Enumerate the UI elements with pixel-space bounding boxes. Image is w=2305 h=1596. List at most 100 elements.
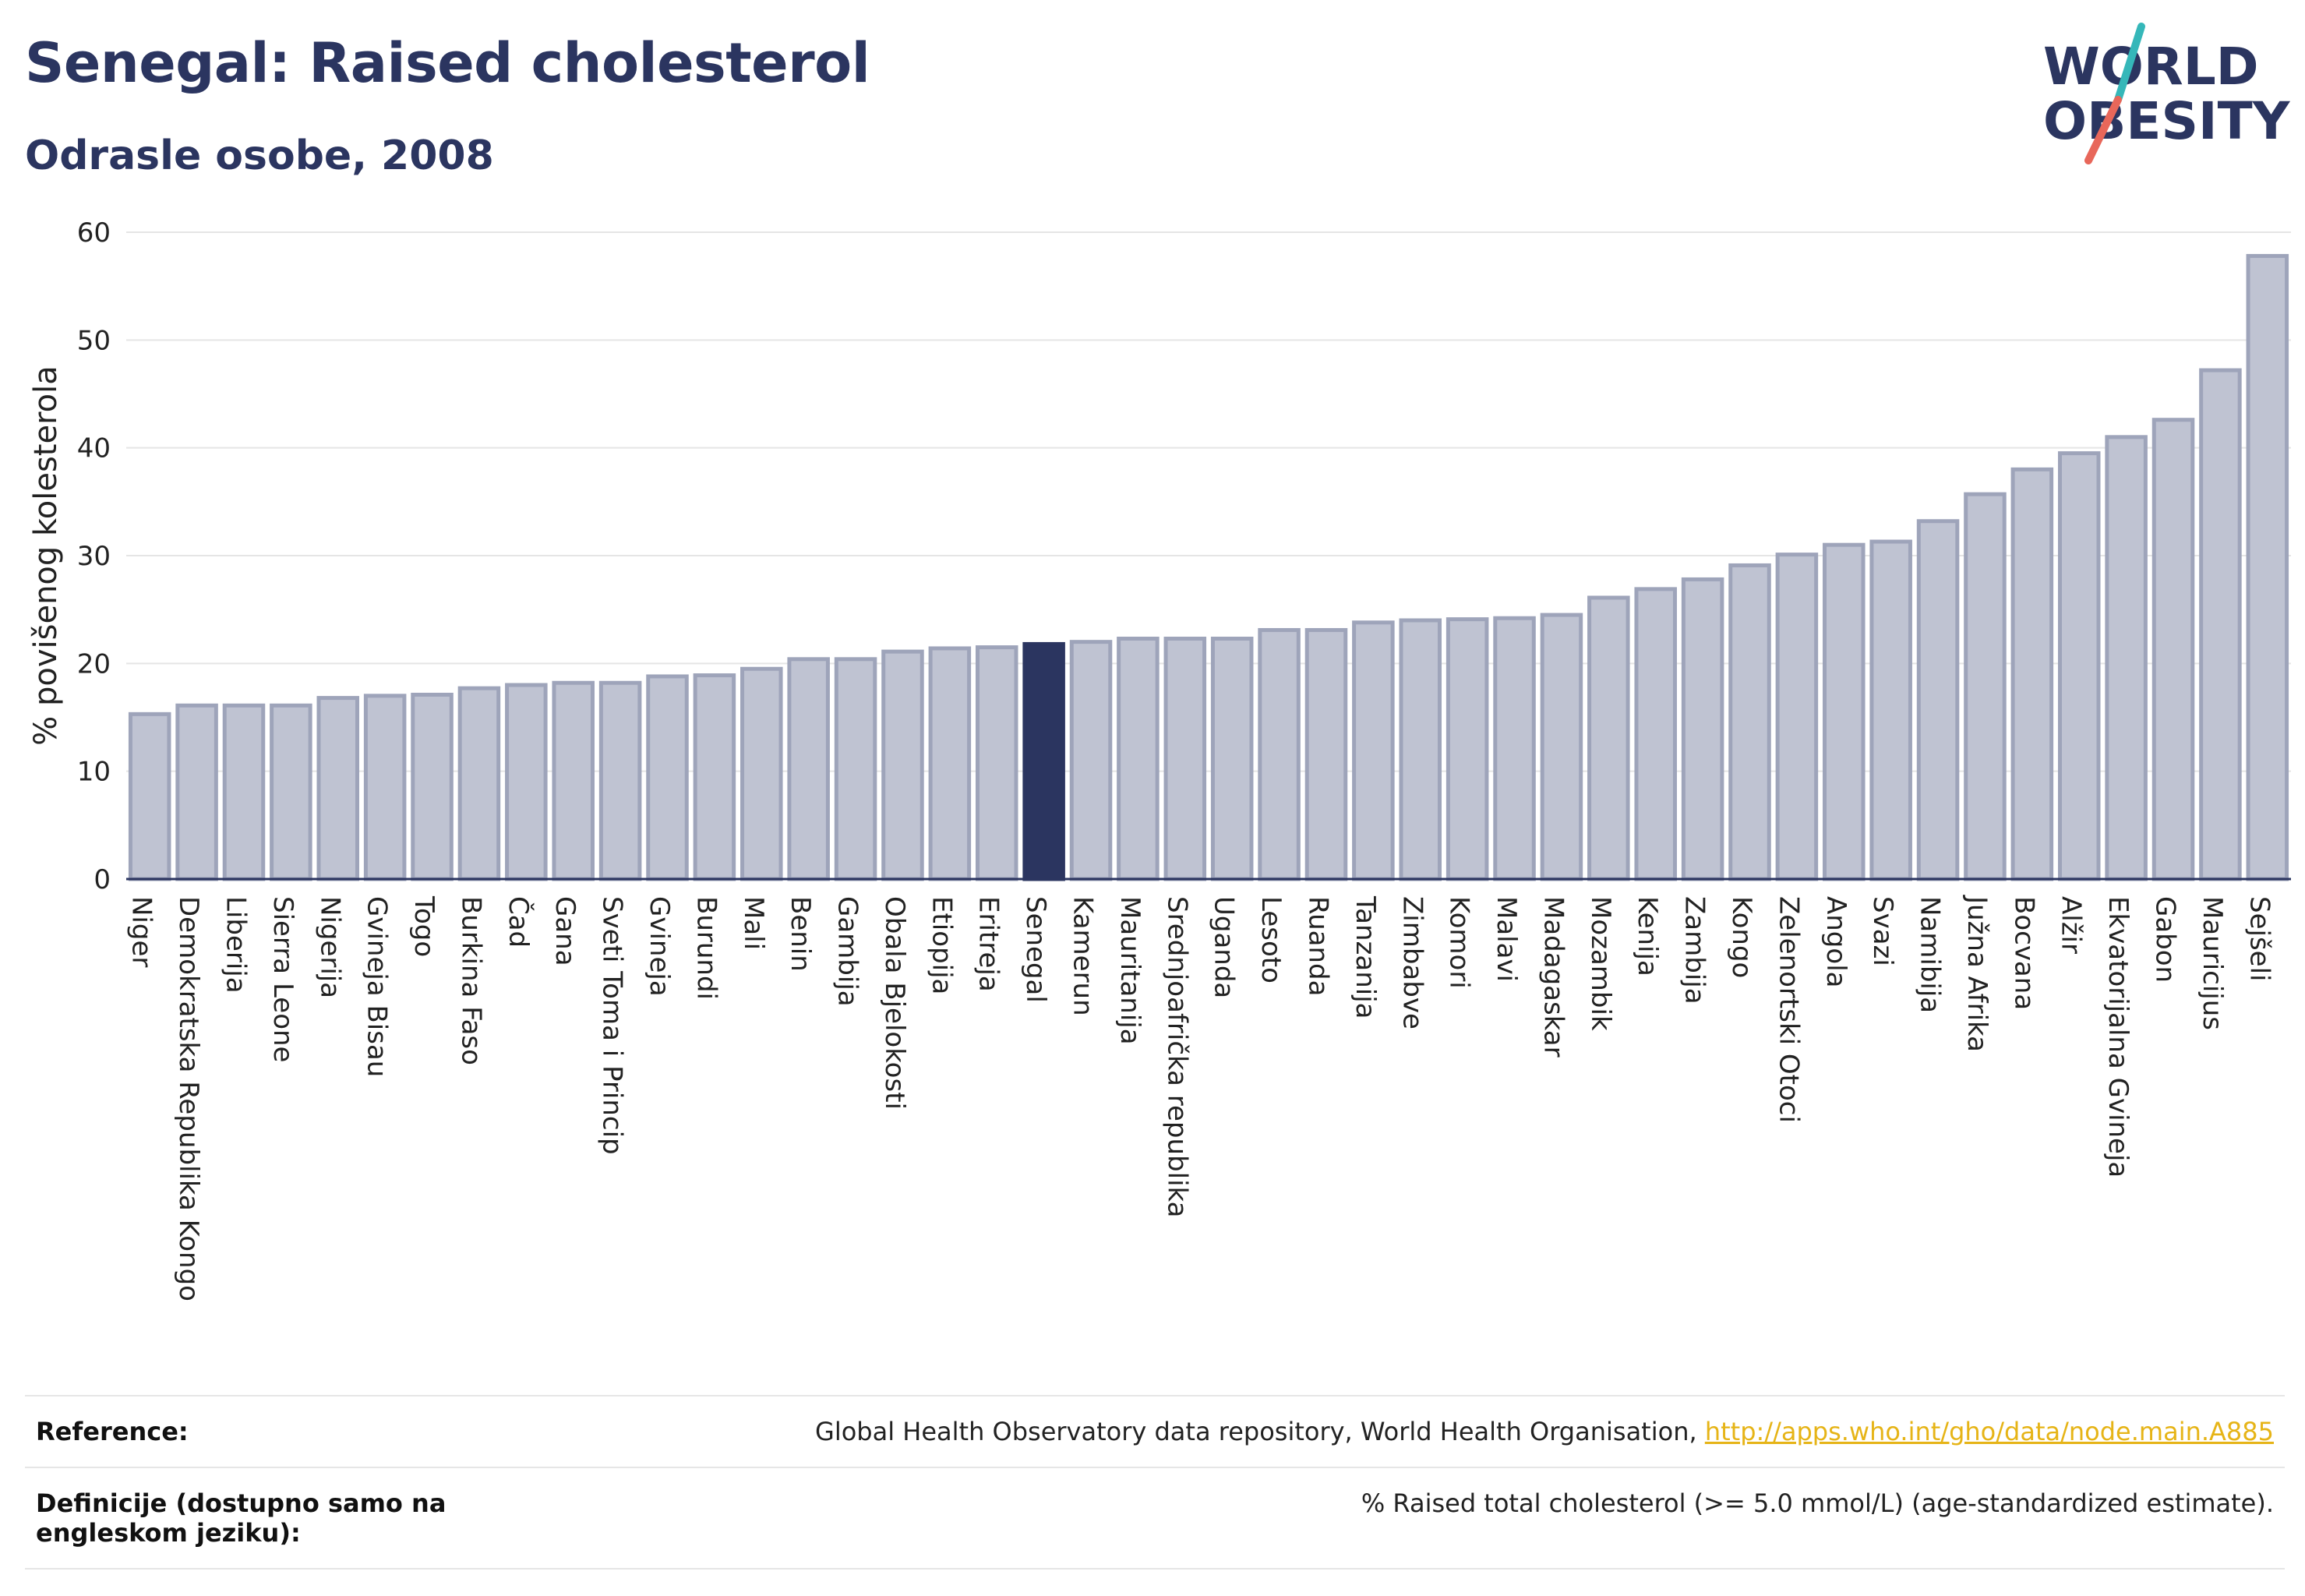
y-axis-title: % povišenog kolesterola xyxy=(28,365,64,745)
bar-burkina-faso xyxy=(457,686,501,881)
bar-mali xyxy=(740,666,783,881)
logo-slash-teal xyxy=(2114,23,2145,104)
bar-madagaskar xyxy=(1540,613,1583,881)
bars xyxy=(126,253,2291,881)
category-label: Uganda xyxy=(1209,896,1240,998)
category-label: Senegal xyxy=(1020,896,1051,1003)
bar-gvineja-bisau xyxy=(363,694,407,881)
category-label: Namibija xyxy=(1915,896,1946,1013)
bar-tanzanija xyxy=(1352,620,1395,881)
category-label: Zambija xyxy=(1679,896,1710,1005)
y-tick-label: 60 xyxy=(77,217,111,249)
bar-alžir xyxy=(2057,451,2101,881)
category-label: Sejšeli xyxy=(2243,896,2275,981)
reference-value: Global Health Observatory data repositor… xyxy=(608,1396,2285,1467)
definition-label: Definicije (dostupno samo na engleskom j… xyxy=(36,1488,447,1548)
category-label: Zimbabve xyxy=(1396,896,1428,1029)
bar-gabon xyxy=(2151,418,2195,881)
bar-namibija xyxy=(1916,519,1960,881)
category-label: Nigerija xyxy=(314,896,345,998)
bar-mozambik xyxy=(1587,595,1630,881)
category-label: Malavi xyxy=(1491,896,1522,982)
category-label: Mauritanija xyxy=(1114,896,1145,1045)
reference-text: Global Health Observatory data repositor… xyxy=(815,1417,1705,1446)
bar-sierra-leone xyxy=(270,703,312,881)
footer-table: Reference: Global Health Observatory dat… xyxy=(25,1395,2285,1570)
logo-slash-coral xyxy=(2084,96,2122,164)
chart-subtitle: Odrasle osobe, 2008 xyxy=(25,132,494,179)
category-label: Mali xyxy=(738,896,769,950)
bar-eritreja xyxy=(975,645,1018,881)
reference-link[interactable]: http://apps.who.int/gho/data/node.main.A… xyxy=(1704,1417,2274,1446)
category-label: Liberija xyxy=(220,896,251,994)
bar-čad xyxy=(505,683,548,881)
bar-ruanda xyxy=(1304,627,1348,881)
category-label: Lesoto xyxy=(1255,896,1287,983)
category-label: Sveti Toma i Princip xyxy=(597,896,628,1155)
category-label: Niger xyxy=(126,896,157,967)
category-label: Sierra Leone xyxy=(267,896,298,1062)
category-label: Srednjoafrička republika xyxy=(1161,896,1192,1217)
category-label: Gabon xyxy=(2150,896,2181,983)
category-label: Gambija xyxy=(832,896,863,1007)
bar-komori xyxy=(1445,617,1489,881)
logo-text-obesity: OBESITY xyxy=(2043,91,2291,151)
bar-kenija xyxy=(1634,587,1677,881)
category-label: Etiopija xyxy=(926,896,957,994)
bar-sejšeli xyxy=(2246,253,2289,881)
category-label: Burundi xyxy=(690,896,722,1000)
bar-mauricijus xyxy=(2199,368,2242,881)
bar-bocvana xyxy=(2010,467,2054,881)
y-tick-label: 30 xyxy=(77,541,111,572)
bar-malavi xyxy=(1493,616,1536,881)
bar-burundi xyxy=(693,673,736,881)
category-label: Mauricijus xyxy=(2197,896,2228,1030)
category-label: Kenija xyxy=(1632,896,1663,976)
reference-row: Reference: Global Health Observatory dat… xyxy=(25,1396,2285,1467)
bar-obala-bjelokosti xyxy=(881,649,924,881)
bar-chart: 0 10 20 30 40 50 60 Niger Demokratska Republika… xyxy=(28,217,2291,1301)
y-tick-label: 20 xyxy=(77,648,111,680)
category-label: Benin xyxy=(785,896,816,972)
bar-demokratska-republika-kongo xyxy=(175,703,218,881)
bar-sveti-toma-i-princip xyxy=(598,680,642,881)
category-label: Obala Bjelokosti xyxy=(879,896,910,1110)
category-label: Komori xyxy=(1444,896,1475,989)
bar-lesoto xyxy=(1258,627,1301,881)
category-label: Ruanda xyxy=(1302,896,1333,996)
category-label: Gana xyxy=(549,896,581,966)
logo-text-world: WORLD xyxy=(2043,37,2259,97)
category-label: Čad xyxy=(503,896,535,948)
bar-liberija xyxy=(222,703,266,881)
category-label: Kamerun xyxy=(1068,896,1099,1016)
bar-zambija xyxy=(1681,577,1724,881)
category-label: Ekvatorijalna Gvineja xyxy=(2102,896,2134,1178)
bar-niger xyxy=(128,711,171,881)
y-tick-labels: 0 10 20 30 40 50 60 xyxy=(77,217,111,895)
bar-gvineja xyxy=(646,674,689,881)
category-label: Mozambik xyxy=(1585,896,1616,1031)
bar-svazi xyxy=(1869,539,1912,881)
bar-angola xyxy=(1823,542,1866,881)
bar-zimbabve xyxy=(1399,618,1442,881)
y-tick-label: 0 xyxy=(94,864,111,895)
bar-ekvatorijalna-gvineja xyxy=(2105,435,2148,881)
y-tick-label: 50 xyxy=(77,325,111,356)
category-label: Alžir xyxy=(2056,896,2087,954)
category-label: Eritreja xyxy=(973,896,1004,992)
category-label: Kongo xyxy=(1726,896,1757,978)
bar-južna-afrika xyxy=(1964,492,2007,881)
category-label: Angola xyxy=(1820,896,1851,987)
category-label: Gvineja Bisau xyxy=(362,896,393,1077)
category-label: Madagaskar xyxy=(1537,896,1569,1058)
bar-togo xyxy=(411,692,454,881)
bar-kongo xyxy=(1728,563,1771,881)
category-labels: Niger Demokratska Republika Kongo Liberija… xyxy=(126,895,2275,1301)
world-obesity-logo: WORLD OBESITY xyxy=(2043,23,2291,164)
definition-row: Definicije (dostupno samo na engleskom j… xyxy=(25,1467,2285,1569)
category-label: Južna Afrika xyxy=(1961,895,1993,1052)
bar-mauritanija xyxy=(1117,637,1160,881)
bar-senegal xyxy=(1022,641,1065,881)
bar-etiopija xyxy=(928,646,972,881)
category-label: Demokratska Republika Kongo xyxy=(173,896,204,1301)
